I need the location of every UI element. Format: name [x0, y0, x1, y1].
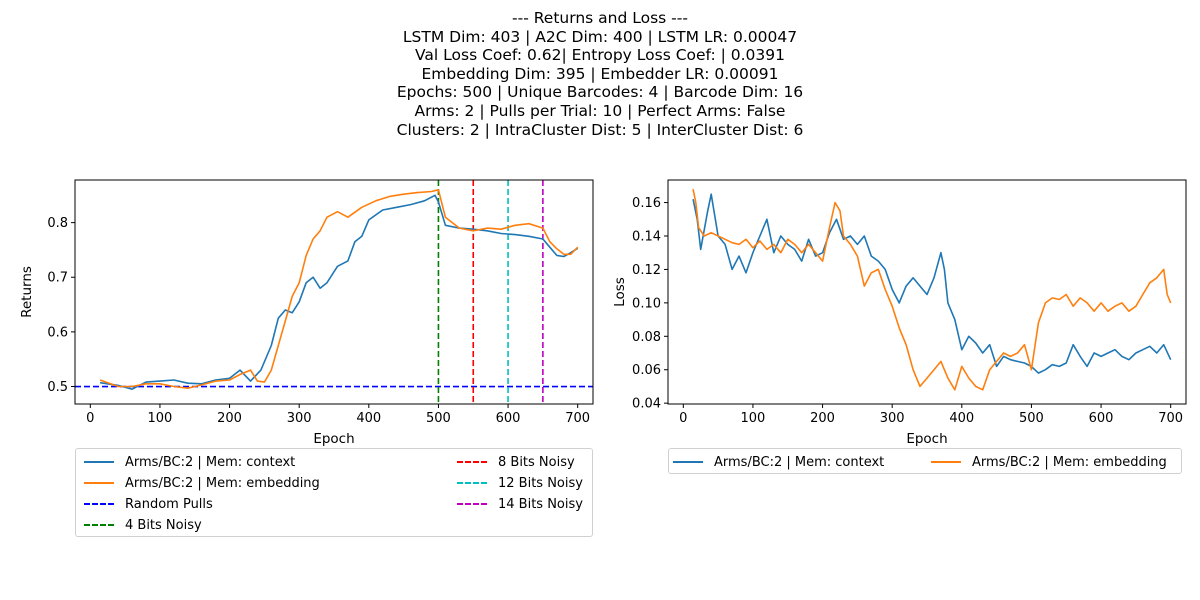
- legend-item-4-bits: 4 Bits Noisy: [84, 517, 202, 533]
- title-line: Epochs: 500 | Unique Barcodes: 4 | Barco…: [396, 83, 804, 102]
- series-line-arms-bc-2-mem-embedding: [692, 189, 1172, 391]
- title-line: --- Returns and Loss ---: [512, 9, 688, 27]
- y-tick-label: 0.06: [632, 363, 661, 378]
- x-tick-label: 400: [949, 411, 974, 426]
- x-tick-label: 300: [287, 411, 312, 426]
- loss-plot: 0 100 200 300 400 500 600 700 0.04 0.06 0.08 0.10 0.…: [612, 179, 1187, 447]
- legend-swatch-context: [673, 461, 703, 463]
- y-tick-label: 0.10: [632, 296, 661, 311]
- y-axis-label: Loss: [612, 277, 628, 307]
- legend-swatch-4-bits: [84, 524, 114, 526]
- y-tick-label: 0.5: [47, 380, 68, 395]
- legend-item-embedding: Arms/BC:2 | Mem: embedding: [931, 454, 1167, 470]
- x-tick-label: 200: [810, 411, 835, 426]
- x-tick-label: 100: [741, 411, 766, 426]
- y-tick-label: 0.6: [47, 325, 68, 340]
- y-tick-label: 0.12: [632, 263, 661, 278]
- legend-item-8-bits: 8 Bits Noisy: [457, 454, 575, 470]
- legend-item-14-bits: 14 Bits Noisy: [457, 496, 583, 512]
- x-axis-label: Epoch: [313, 431, 354, 447]
- legend-label-8-bits: 8 Bits Noisy: [498, 454, 575, 470]
- loss-legend: Arms/BC:2 | Mem: context Arms/BC:2 | Mem…: [668, 448, 1182, 474]
- title-line: Embedding Dim: 395 | Embedder LR: 0.0009…: [421, 64, 779, 83]
- legend-label-random-pulls: Random Pulls: [125, 496, 213, 512]
- series-line-arms-bc-2-mem-context: [99, 194, 579, 391]
- title-line: Arms: 2 | Pulls per Trial: 10 | Perfect …: [414, 101, 786, 120]
- x-tick-label: 700: [565, 411, 590, 426]
- legend-item-12-bits: 12 Bits Noisy: [457, 475, 583, 491]
- legend-swatch-embedding: [931, 461, 961, 463]
- legend-label-embedding: Arms/BC:2 | Mem: embedding: [125, 475, 320, 491]
- returns-series-group: [75, 180, 593, 404]
- y-axis-label: Returns: [19, 266, 35, 318]
- x-tick-label: 0: [86, 411, 94, 426]
- legend-swatch-random-pulls: [84, 503, 114, 505]
- legend-item-random-pulls: Random Pulls: [84, 496, 213, 512]
- y-tick-label: 0.7: [47, 271, 68, 286]
- legend-label-context: Arms/BC:2 | Mem: context: [125, 454, 296, 470]
- legend-item-context: Arms/BC:2 | Mem: context: [673, 454, 884, 470]
- x-tick-label: 200: [217, 411, 242, 426]
- y-tick-label: 0.14: [632, 230, 661, 245]
- x-tick-label: 100: [148, 411, 173, 426]
- figure-title: --- Returns and Loss --- LSTM Dim: 403 |…: [0, 9, 1200, 139]
- returns-legend: Arms/BC:2 | Mem: context Arms/BC:2 | Mem…: [75, 448, 593, 537]
- title-line: LSTM Dim: 403 | A2C Dim: 400 | LSTM LR: …: [402, 27, 798, 46]
- y-tick-label: 0.08: [632, 330, 661, 345]
- series-line-arms-bc-2-mem-embedding: [99, 189, 579, 390]
- legend-label-embedding: Arms/BC:2 | Mem: embedding: [972, 454, 1167, 470]
- y-tick-label: 0.04: [632, 397, 661, 412]
- title-line: Val Loss Coef: 0.62| Entropy Loss Coef: …: [415, 46, 785, 65]
- x-axis-label: Epoch: [906, 431, 947, 447]
- y-tick-label: 0.16: [632, 196, 661, 211]
- legend-swatch-12-bits: [457, 482, 487, 484]
- legend-label-context: Arms/BC:2 | Mem: context: [714, 454, 885, 470]
- x-tick-label: 500: [426, 411, 451, 426]
- x-tick-label: 400: [356, 411, 381, 426]
- legend-swatch-embedding: [84, 482, 114, 484]
- legend-label-14-bits: 14 Bits Noisy: [498, 496, 583, 512]
- legend-label-12-bits: 12 Bits Noisy: [498, 475, 583, 491]
- legend-swatch-8-bits: [457, 461, 487, 463]
- x-tick-label: 300: [880, 411, 905, 426]
- loss-series-group: [692, 189, 1172, 391]
- x-tick-label: 600: [496, 411, 521, 426]
- x-tick-label: 600: [1089, 411, 1114, 426]
- legend-swatch-context: [84, 461, 114, 463]
- series-line-arms-bc-2-mem-context: [692, 193, 1172, 374]
- x-tick-label: 0: [679, 411, 687, 426]
- legend-item-context: Arms/BC:2 | Mem: context: [84, 454, 295, 470]
- legend-item-embedding: Arms/BC:2 | Mem: embedding: [84, 475, 320, 491]
- legend-swatch-14-bits: [457, 503, 487, 505]
- title-line: Clusters: 2 | IntraCluster Dist: 5 | Int…: [396, 120, 804, 139]
- legend-label-4-bits: 4 Bits Noisy: [125, 517, 202, 533]
- y-tick-label: 0.8: [47, 216, 68, 231]
- returns-axes-frame: [74, 179, 594, 405]
- loss-axes-frame: [667, 179, 1187, 405]
- x-tick-label: 500: [1019, 411, 1044, 426]
- returns-plot: 0 100 200 300 400 500 600 700 0.5 0.6 0.7 0.8 Epoch R…: [19, 179, 594, 447]
- x-tick-label: 700: [1158, 411, 1183, 426]
